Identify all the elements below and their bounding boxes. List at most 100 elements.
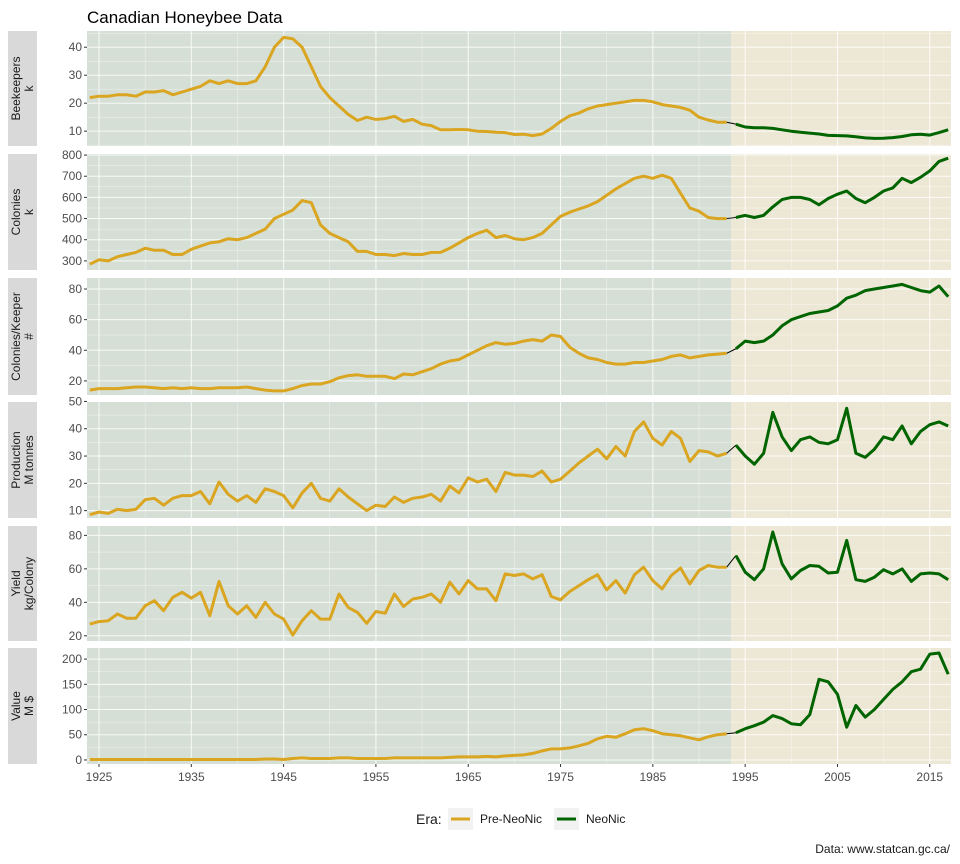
strip-unit: M $ [22, 696, 36, 716]
y-tick-label: 0 [75, 753, 82, 767]
strip-label: Yield [9, 570, 23, 596]
series-line-neonic [734, 406, 949, 466]
series-line-neonic [735, 651, 950, 735]
y-tick-label: 20 [69, 374, 83, 388]
y-tick-label: 40 [69, 343, 83, 357]
y-tick-label: 40 [69, 595, 83, 609]
gridlines [87, 278, 951, 395]
strip-beekeepers [8, 31, 37, 146]
y-tick-label: 100 [62, 703, 82, 717]
gridlines [87, 526, 951, 641]
strip-unit: # [22, 333, 36, 340]
era-background-pre-neonic [87, 278, 732, 395]
y-tick-label: 500 [62, 212, 82, 226]
y-tick-label: 40 [69, 422, 83, 436]
series-line-neonic [735, 156, 949, 219]
series-line-pre-neonic [89, 333, 727, 393]
strip-unit: M tonnes [22, 435, 36, 484]
x-tick-label: 1965 [455, 770, 482, 784]
legend-label-neonic: NeoNic [586, 812, 625, 826]
era-background-neonic [731, 154, 951, 270]
gridlines [87, 31, 951, 146]
y-tick-label: 10 [69, 124, 83, 138]
strip-label: Colonies/Keeper [9, 292, 23, 381]
strip-production [8, 402, 37, 518]
y-tick-label: 80 [69, 282, 83, 296]
y-tick-label: 80 [69, 528, 83, 542]
x-tick-label: 1925 [86, 770, 113, 784]
panel-colonies: Colonies k 300 400 500 600 700 800 [8, 148, 951, 270]
x-tick-label: 1995 [732, 770, 759, 784]
era-background-pre-neonic [87, 648, 732, 764]
strip-yield [8, 526, 37, 641]
y-tick-label: 50 [69, 394, 83, 408]
strip-unit: k [22, 208, 36, 215]
y-tick-label: 40 [69, 40, 83, 54]
series-line-pre-neonic [89, 727, 727, 761]
y-tick-label: 50 [69, 728, 83, 742]
strip-unit: kg/Colony [22, 557, 36, 610]
y-tick-label: 600 [62, 190, 82, 204]
y-tick-label: 30 [69, 68, 83, 82]
series-line-neonic [735, 122, 949, 140]
strip-label: Beekeepers [9, 56, 23, 120]
y-tick-label: 20 [69, 629, 83, 643]
y-tick-label: 200 [62, 652, 82, 666]
y-tick-label: 60 [69, 313, 83, 327]
era-connector [726, 121, 737, 125]
legend-label-pre-neonic: Pre-NeoNic [480, 812, 542, 826]
series-line-pre-neonic [89, 420, 728, 517]
x-tick-label: 2005 [824, 770, 851, 784]
y-tick-label: 150 [62, 677, 82, 691]
panel-yield: Yield kg/Colony 20 40 60 80 [8, 526, 951, 643]
era-background-neonic [731, 402, 951, 518]
y-tick-label: 20 [69, 96, 83, 110]
era-connector [726, 732, 736, 735]
y-tick-label: 400 [62, 233, 82, 247]
legend-title: Era: [416, 811, 442, 827]
panel-beekeepers: Beekeepers k 10 20 30 40 [8, 31, 951, 146]
series-line-pre-neonic [89, 564, 727, 637]
legend: Era: Pre-NeoNic NeoNic [416, 808, 625, 830]
era-background-neonic [731, 278, 951, 395]
x-tick-label: 1955 [363, 770, 390, 784]
panel-production: Production M tonnes 10 20 30 40 50 [8, 394, 951, 518]
caption: Data: www.statcan.gc.ca/ [815, 842, 950, 856]
x-tick-label: 1935 [178, 770, 205, 784]
chart-title: Canadian Honeybee Data [87, 8, 283, 27]
x-tick-label: 2015 [916, 770, 943, 784]
gridlines [87, 400, 951, 518]
era-connector [726, 444, 737, 454]
strip-label: Colonies [9, 189, 23, 236]
strip-colonies-per-keeper [8, 278, 37, 395]
era-background-pre-neonic [87, 154, 732, 270]
strip-label: Value [9, 691, 23, 721]
y-tick-label: 10 [69, 504, 83, 518]
strip-label: Production [9, 431, 23, 488]
series-line-pre-neonic [89, 173, 727, 266]
era-background-pre-neonic [87, 526, 732, 641]
strip-unit: k [22, 85, 36, 92]
era-connector [726, 555, 737, 568]
gridlines [87, 648, 951, 764]
strip-value [8, 648, 37, 764]
y-tick-label: 20 [69, 476, 83, 490]
x-axis: 1925 1935 1945 1955 1965 1975 1985 1995 2005 2015 [86, 764, 943, 784]
series-line-neonic [734, 282, 950, 350]
y-tick-label: 700 [62, 169, 82, 183]
era-connector [726, 217, 736, 220]
x-tick-label: 1975 [547, 770, 574, 784]
x-tick-label: 1945 [270, 770, 297, 784]
panel-colonies-per-keeper: Colonies/Keeper #20 40 60 80 [8, 278, 951, 395]
y-tick-label: 30 [69, 449, 83, 463]
strip-colonies [8, 154, 37, 270]
era-connector [726, 348, 737, 354]
era-background-pre-neonic [87, 31, 732, 146]
y-tick-label: 60 [69, 562, 83, 576]
series-line-pre-neonic [89, 35, 727, 138]
x-tick-label: 1985 [639, 770, 666, 784]
era-background-neonic [731, 526, 951, 641]
y-tick-label: 800 [62, 148, 82, 162]
